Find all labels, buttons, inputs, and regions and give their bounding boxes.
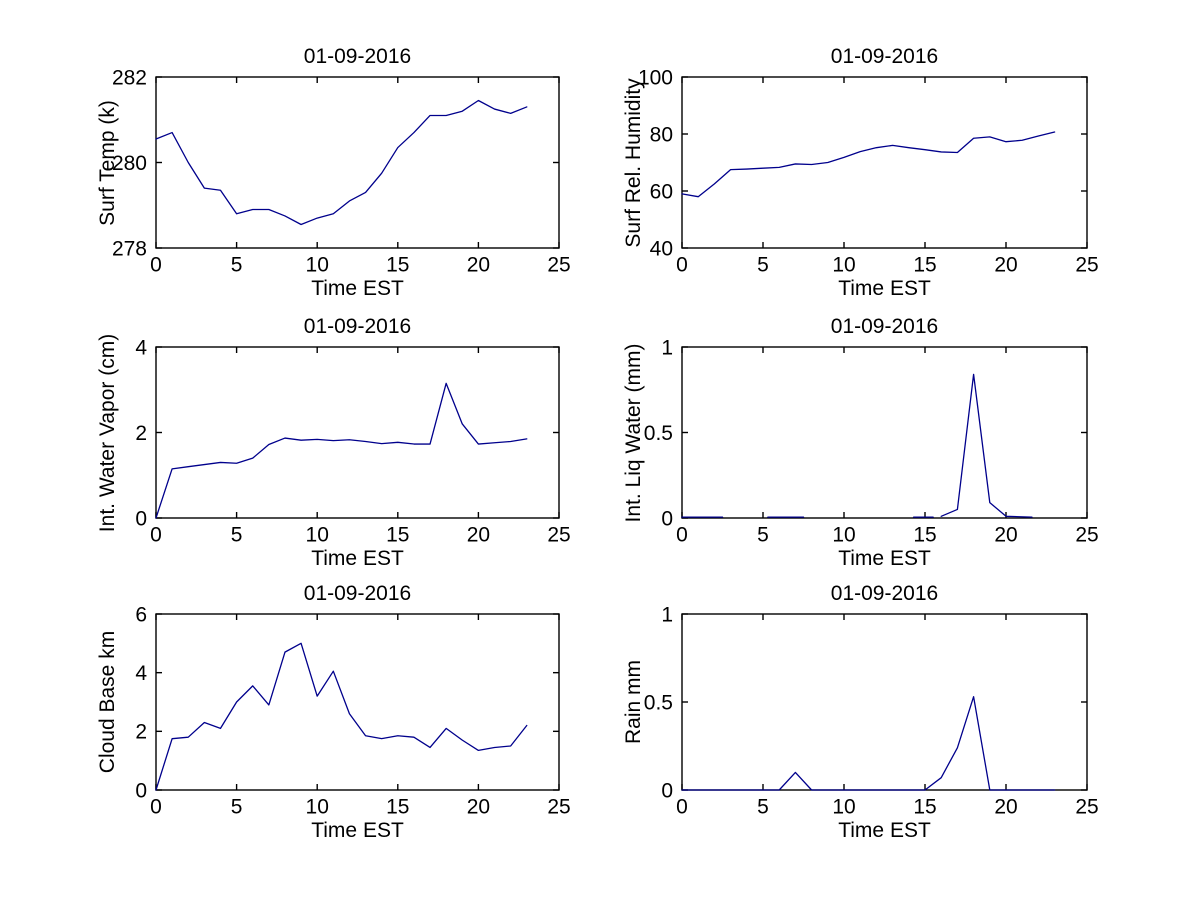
data-line-rain: [681, 696, 1056, 791]
y-tick-label: 40: [650, 237, 673, 260]
data-line-rel-humidity: [681, 131, 1056, 198]
y-tick-label: 1: [661, 336, 673, 359]
x-tick-label: 5: [757, 523, 769, 546]
x-tick-label: 0: [676, 253, 688, 276]
axes-frame: [681, 613, 1088, 791]
subplot-water-vapor: 01-09-2016 Int. Water Vapor (cm) Time ES…: [26, 307, 589, 598]
chart-title: 01-09-2016: [830, 45, 939, 68]
x-axis-label: Time EST: [838, 277, 931, 300]
x-tick-label: 0: [150, 795, 162, 818]
x-tick-label: 25: [1075, 523, 1098, 546]
x-tick-label: 25: [1075, 253, 1098, 276]
y-tick-label: 0: [661, 779, 673, 802]
x-tick-label: 10: [306, 795, 329, 818]
x-tick-label: 10: [306, 253, 329, 276]
data-line-liq-water-spike: [940, 373, 1033, 518]
x-axis-label: Time EST: [311, 819, 404, 842]
x-tick-label: 25: [547, 523, 570, 546]
y-tick-label: 6: [135, 603, 147, 626]
x-tick-label: 15: [913, 523, 936, 546]
x-tick-label: 15: [386, 523, 409, 546]
data-line-surf-temp: [155, 99, 528, 226]
chart-title: 01-09-2016: [303, 315, 412, 338]
x-axis-label: Time EST: [838, 819, 931, 842]
y-tick-label: 0: [135, 779, 147, 802]
x-tick-label: 0: [676, 523, 688, 546]
x-tick-label: 15: [386, 253, 409, 276]
x-tick-label: 5: [757, 795, 769, 818]
y-tick-label: 100: [638, 66, 673, 89]
plot-area: 0 5 10 15 20 25 40 60 80 100: [638, 66, 1099, 276]
plot-area: 0 5 10 15 20 25 0 0.5 1: [644, 336, 1099, 546]
subplot-liq-water: 01-09-2016 Int. Liq Water (mm) Time EST …: [552, 307, 1117, 598]
x-tick-label: 5: [231, 795, 243, 818]
x-tick-label: 15: [913, 795, 936, 818]
y-tick-label: 4: [135, 662, 147, 685]
y-tick-label: 282: [112, 66, 147, 89]
x-tick-label: 20: [994, 523, 1017, 546]
x-tick-label: 10: [832, 253, 855, 276]
x-tick-label: 10: [832, 523, 855, 546]
x-tick-label: 25: [547, 795, 570, 818]
subplot-surf-temp: 01-09-2016 Surf Temp (k) Time EST 0 5 10 15…: [26, 37, 589, 328]
y-tick-label: 0.5: [644, 422, 673, 445]
plot-area: 0 5 10 15 20 25 0 0.5 1: [644, 603, 1099, 818]
data-line-cloud-base: [155, 642, 528, 791]
x-axis-label: Time EST: [311, 547, 404, 570]
x-tick-label: 10: [832, 795, 855, 818]
x-tick-label: 20: [994, 795, 1017, 818]
plot-area: 0 5 10 15 20 25 0 2 4: [135, 336, 570, 546]
x-tick-label: 0: [150, 253, 162, 276]
x-axis-label: Time EST: [838, 547, 931, 570]
y-tick-label: 278: [112, 237, 147, 260]
subplot-cloud-base: 01-09-2016 Cloud Base km Time EST 0 5 10 15…: [26, 574, 589, 870]
subplot-rel-humidity: 01-09-2016 Surf Rel. Humidity Time EST 0…: [552, 37, 1117, 328]
chart-title: 01-09-2016: [303, 582, 412, 605]
y-tick-label: 1: [661, 603, 673, 626]
chart-title: 01-09-2016: [830, 315, 939, 338]
x-tick-label: 0: [676, 795, 688, 818]
x-tick-label: 20: [467, 795, 490, 818]
chart-title: 01-09-2016: [303, 45, 412, 68]
subplot-rain: 01-09-2016 Rain mm Time EST 0 5 10 15 20 25 0 0…: [552, 574, 1117, 870]
plot-area: 0 5 10 15 20 25 0 2 4 6: [135, 603, 570, 818]
data-line-water-vapor: [155, 382, 528, 519]
x-tick-label: 10: [306, 523, 329, 546]
x-tick-label: 15: [913, 253, 936, 276]
y-tick-label: 0: [661, 507, 673, 530]
x-axis-label: Time EST: [311, 277, 404, 300]
axes-frame: [155, 76, 560, 249]
y-tick-label: 60: [650, 180, 673, 203]
y-tick-label: 280: [112, 152, 147, 175]
y-tick-label: 0: [135, 507, 147, 530]
x-tick-label: 5: [231, 253, 243, 276]
x-tick-label: 0: [150, 523, 162, 546]
x-tick-label: 5: [757, 253, 769, 276]
x-tick-label: 5: [231, 523, 243, 546]
x-tick-label: 15: [386, 795, 409, 818]
x-tick-label: 20: [467, 253, 490, 276]
plot-area: 0 5 10 15 20 25 278 280 282: [112, 66, 571, 276]
y-tick-label: 2: [135, 422, 147, 445]
chart-title: 01-09-2016: [830, 582, 939, 605]
x-tick-label: 25: [1075, 795, 1098, 818]
axes-frame: [681, 346, 1088, 519]
x-tick-label: 25: [547, 253, 570, 276]
axes-frame: [155, 613, 560, 791]
y-tick-label: 80: [650, 123, 673, 146]
axes-frame: [681, 76, 1088, 249]
x-tick-label: 20: [994, 253, 1017, 276]
axes-frame: [155, 346, 560, 519]
y-tick-label: 4: [135, 336, 147, 359]
x-tick-label: 20: [467, 523, 490, 546]
y-tick-label: 2: [135, 721, 147, 744]
y-tick-label: 0.5: [644, 691, 673, 714]
